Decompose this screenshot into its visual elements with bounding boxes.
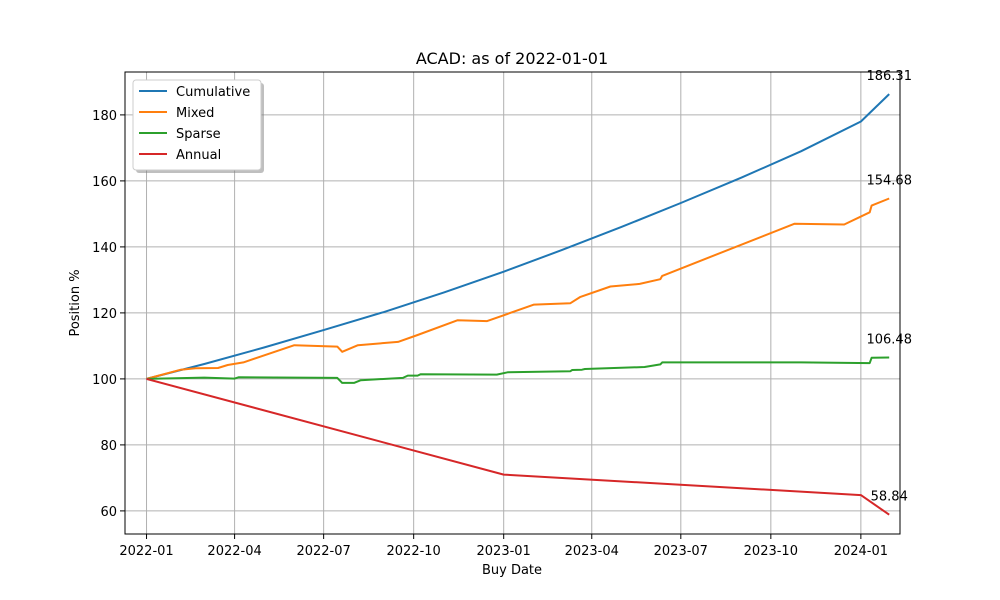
series-line-sparse — [146, 356, 890, 384]
series-line-mixed — [146, 197, 890, 380]
series-line-cumulative — [146, 93, 890, 380]
x-axis-label: Buy Date — [482, 563, 542, 578]
end-labels: 186.31 154.68 106.48 58.84 — [866, 69, 912, 505]
series-line-annual — [146, 377, 890, 516]
x-tick-label: 2023-10 — [744, 544, 798, 559]
legend-label-annual: Annual — [176, 148, 221, 163]
y-tick-label: 180 — [92, 109, 117, 124]
x-tick-label: 2022-10 — [387, 544, 441, 559]
y-tick-label: 140 — [92, 241, 117, 256]
y-tick-label: 100 — [92, 373, 117, 388]
series-group — [146, 93, 890, 516]
x-tick-label: 2024-01 — [834, 544, 888, 559]
y-tick-label: 80 — [100, 439, 117, 454]
x-tick-label: 2023-07 — [654, 544, 708, 559]
x-tick-label: 2023-01 — [477, 544, 531, 559]
end-value-label-mixed: 154.68 — [866, 173, 912, 188]
x-tick-label: 2022-07 — [296, 544, 350, 559]
plot-frame — [124, 71, 901, 535]
y-tick-label: 160 — [92, 175, 117, 190]
x-tick-label: 2023-04 — [565, 544, 619, 559]
legend-label-mixed: Mixed — [176, 106, 214, 121]
grid — [125, 72, 900, 534]
x-tick-label: 2022-01 — [119, 544, 173, 559]
y-tick-label: 60 — [100, 505, 117, 520]
end-value-label-annual: 58.84 — [871, 490, 908, 505]
x-tick-label: 2022-04 — [207, 544, 261, 559]
end-value-label-sparse: 106.48 — [866, 333, 912, 348]
legend-label-cumulative: Cumulative — [176, 85, 250, 100]
end-value-label-cumulative: 186.31 — [866, 69, 912, 84]
legend-label-sparse: Sparse — [176, 127, 221, 142]
legend-box — [132, 79, 262, 171]
legend: Cumulative Mixed Sparse Annual — [132, 79, 264, 173]
y-tick-label: 120 — [92, 307, 117, 322]
axis-ticks: 2022-01 2022-04 2022-07 2022-10 2023-01 2023-… — [92, 109, 888, 559]
y-axis-label: Position % — [68, 269, 83, 336]
chart-title: ACAD: as of 2022-01-01 — [416, 49, 608, 68]
